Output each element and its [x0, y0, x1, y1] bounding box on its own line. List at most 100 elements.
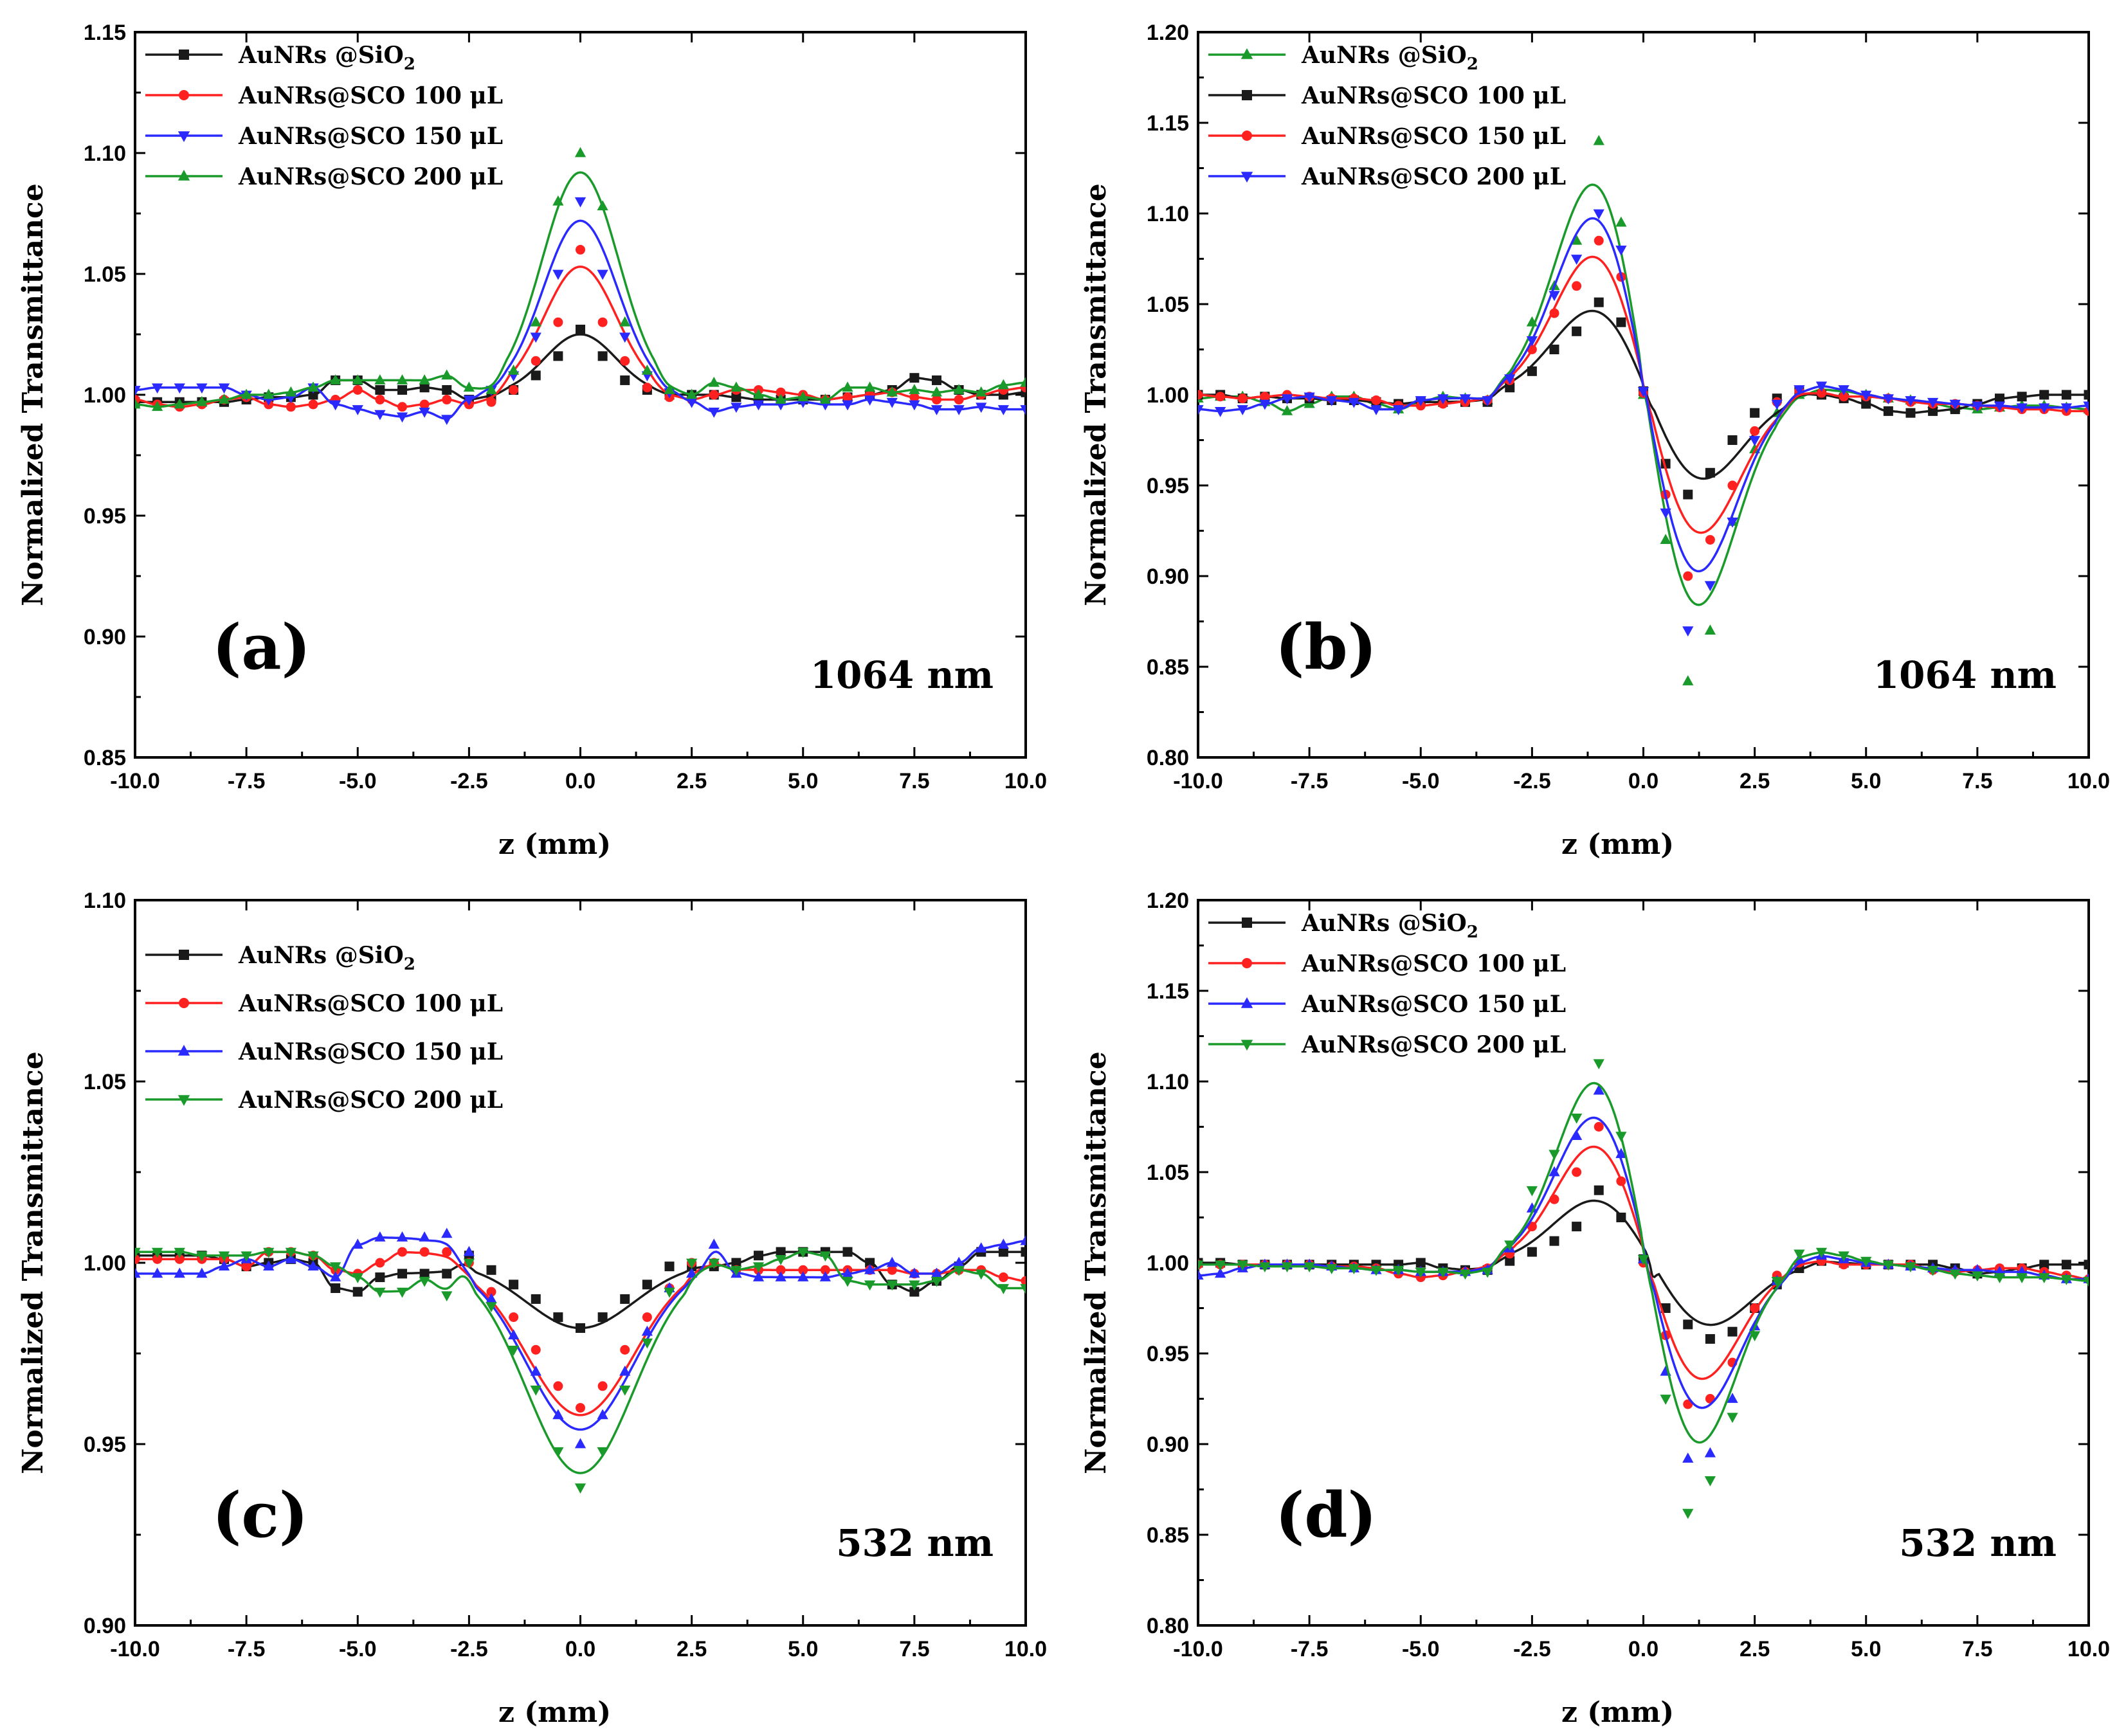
- y-tick-label: 1.05: [1147, 293, 1189, 317]
- data-point: [576, 324, 585, 334]
- data-point: [196, 1251, 208, 1262]
- data-point: [530, 332, 541, 343]
- data-point: [1237, 1260, 1248, 1271]
- data-point: [709, 390, 719, 400]
- data-point: [1749, 436, 1761, 446]
- data-point: [1237, 405, 1248, 415]
- data-point: [241, 1261, 251, 1272]
- legend-marker: [177, 1095, 190, 1106]
- legend-marker: [1242, 958, 1252, 968]
- y-axis-title: Normalized Transmittance: [17, 1051, 50, 1474]
- y-tick-label: 1.00: [1147, 383, 1189, 408]
- data-point: [931, 1276, 943, 1287]
- series-line-2: [135, 265, 1026, 408]
- legend-marker: [177, 170, 190, 181]
- data-point: [1682, 1508, 1694, 1519]
- data-point: [241, 1251, 252, 1262]
- data-point: [731, 381, 742, 392]
- x-tick-label: -5.0: [339, 769, 377, 793]
- wavelength-label: 1064 nm: [810, 653, 994, 697]
- data-point: [152, 1247, 163, 1258]
- data-point: [708, 1258, 720, 1269]
- plot-area: [1198, 134, 2089, 685]
- data-point: [1527, 1247, 1537, 1257]
- data-point: [620, 375, 630, 385]
- data-point: [1370, 405, 1382, 415]
- x-tick-label: -10.0: [1173, 769, 1223, 793]
- data-point: [1615, 1148, 1627, 1159]
- data-point: [708, 1238, 720, 1249]
- data-point: [1705, 535, 1715, 545]
- data-point: [1326, 1264, 1338, 1274]
- data-point: [553, 351, 563, 361]
- y-tick-label: 1.10: [84, 141, 126, 166]
- data-point: [976, 1269, 987, 1280]
- data-point: [1304, 1262, 1315, 1273]
- data-point: [909, 1267, 920, 1278]
- data-point: [352, 384, 363, 395]
- series-line-4: [135, 1251, 1026, 1474]
- data-point: [1504, 1240, 1516, 1251]
- data-point: [1527, 366, 1537, 376]
- data-point: [1660, 534, 1671, 544]
- data-point: [1549, 1150, 1560, 1161]
- data-point: [886, 386, 898, 397]
- data-point: [307, 1251, 319, 1262]
- legend-label: AuNRs @SiO2: [238, 942, 415, 974]
- data-point: [797, 391, 809, 402]
- data-point: [1972, 1271, 1983, 1282]
- data-point: [375, 1272, 385, 1283]
- data-point: [508, 1345, 520, 1356]
- data-point: [1281, 394, 1293, 405]
- x-tick-label: 10.0: [1004, 769, 1047, 793]
- y-tick-label: 1.10: [1147, 202, 1189, 226]
- data-point: [1882, 1260, 1894, 1271]
- data-point: [597, 1381, 608, 1391]
- data-point: [1815, 1247, 1828, 1258]
- data-point: [174, 398, 185, 409]
- data-point: [530, 1386, 541, 1396]
- plot-area: [135, 147, 1026, 425]
- data-point: [1683, 571, 1693, 581]
- data-point: [552, 269, 564, 280]
- data-point: [1593, 134, 1604, 145]
- data-point: [352, 1273, 363, 1283]
- data-point: [708, 376, 720, 387]
- data-point: [1021, 1247, 1026, 1257]
- data-point: [864, 395, 876, 406]
- data-point: [776, 1247, 786, 1257]
- data-point: [1749, 1331, 1761, 1342]
- series-line-2: [135, 1251, 1026, 1416]
- data-point: [686, 1267, 698, 1278]
- data-point: [218, 393, 230, 404]
- x-tick-label: 5.0: [788, 769, 818, 793]
- x-tick-label: -7.5: [1291, 1637, 1329, 1661]
- data-point: [2039, 1260, 2049, 1270]
- data-point: [953, 384, 965, 394]
- series-line-4: [135, 171, 1026, 408]
- x-axis-title: z (mm): [1561, 828, 1674, 861]
- data-point: [1348, 397, 1359, 408]
- data-point: [1215, 1260, 1226, 1271]
- data-point: [1839, 392, 1849, 402]
- data-point: [374, 1287, 386, 1298]
- data-point: [196, 1267, 208, 1278]
- data-point: [531, 1344, 541, 1355]
- data-point: [775, 1254, 786, 1265]
- data-point: [1705, 467, 1715, 478]
- data-point: [1727, 1393, 1738, 1403]
- data-point: [442, 1269, 452, 1279]
- data-point: [931, 1267, 943, 1278]
- data-point: [865, 1258, 875, 1268]
- data-point: [954, 395, 964, 405]
- y-tick-label: 1.05: [1147, 1161, 1189, 1185]
- data-point: [1660, 508, 1671, 519]
- x-tick-label: 2.5: [1740, 769, 1770, 793]
- data-point: [486, 1287, 496, 1297]
- data-point: [2016, 403, 2028, 414]
- x-tick-label: 0.0: [565, 1637, 595, 1661]
- data-point: [1615, 1132, 1627, 1142]
- data-point: [330, 374, 341, 384]
- legend-label: AuNRs@SCO 150 μL: [238, 1038, 503, 1065]
- x-tick-label: -2.5: [450, 769, 488, 793]
